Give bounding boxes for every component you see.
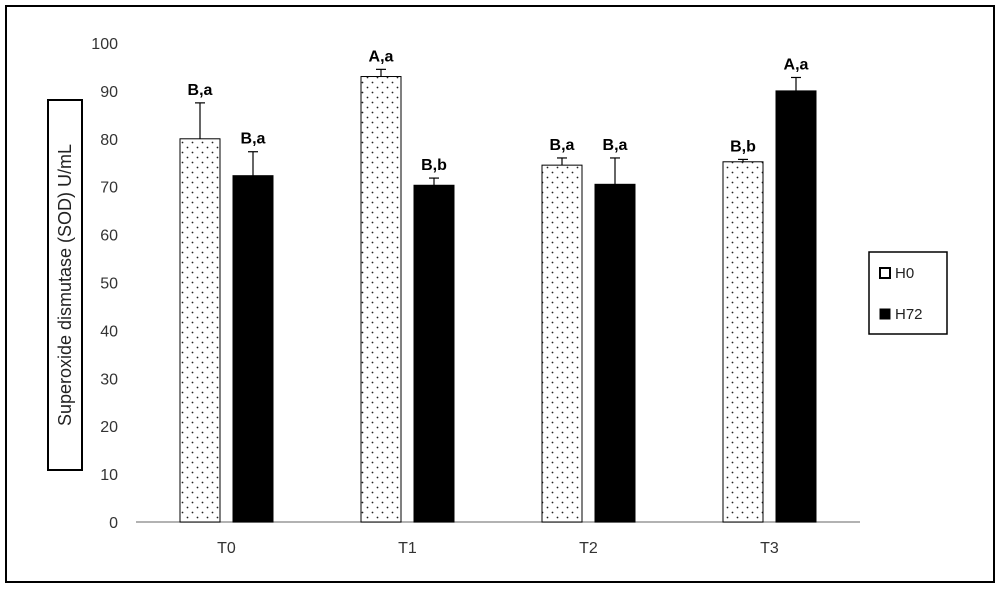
y-tick-label: 100 xyxy=(91,36,118,53)
y-tick-label: 10 xyxy=(100,467,118,484)
bar-h72-t3 xyxy=(775,90,817,523)
data-label: A,a xyxy=(784,56,809,73)
x-tick-label: T2 xyxy=(579,540,598,557)
data-label: B,a xyxy=(241,131,266,148)
bar-h72-t0 xyxy=(232,175,274,523)
chart-frame xyxy=(5,5,995,583)
data-label: A,a xyxy=(369,48,394,65)
legend-label-h0: H0 xyxy=(895,265,914,282)
data-label: B,a xyxy=(188,82,213,99)
y-tick-label: 0 xyxy=(109,515,118,532)
bar-h0-t1 xyxy=(360,76,402,523)
y-tick-label: 40 xyxy=(100,323,118,340)
bar-h72-t1 xyxy=(413,184,455,523)
y-tick-label: 50 xyxy=(100,276,118,293)
data-label: B,b xyxy=(421,157,447,174)
y-axis-label-box xyxy=(47,99,83,471)
y-tick-label: 80 xyxy=(100,132,118,149)
y-tick-label: 30 xyxy=(100,371,118,388)
y-tick-label: 20 xyxy=(100,419,118,436)
bar-h0-t3 xyxy=(722,161,764,523)
legend-swatch-h72 xyxy=(879,308,891,320)
bar-h72-t2 xyxy=(594,183,636,523)
data-label: B,a xyxy=(550,137,575,154)
y-axis-label: Superoxide dismutase (SOD) U/mL xyxy=(55,144,75,426)
x-tick-label: T0 xyxy=(217,540,236,557)
y-tick-label: 70 xyxy=(100,180,118,197)
x-axis-labels: T0 T1 T2 T3 xyxy=(217,540,779,557)
x-tick-label: T1 xyxy=(398,540,417,557)
y-axis-ticks: 0 10 20 30 40 50 60 70 80 90 100 xyxy=(91,36,118,532)
legend-label-h72: H72 xyxy=(895,306,923,323)
y-tick-label: 90 xyxy=(100,84,118,101)
bar-h0-t0 xyxy=(179,138,221,523)
y-tick-label: 60 xyxy=(100,228,118,245)
x-tick-label: T3 xyxy=(760,540,779,557)
bar-h0-t2 xyxy=(541,164,583,523)
data-label: B,a xyxy=(603,137,628,154)
legend: H0 H72 xyxy=(868,251,948,335)
bars-group: B,a B,a A,a B,b B,a B,a B,b A,a xyxy=(179,48,817,523)
data-label: B,b xyxy=(730,138,756,155)
y-axis-label-group: Superoxide dismutase (SOD) U/mL xyxy=(47,99,83,471)
legend-swatch-h0 xyxy=(879,267,891,279)
legend-box xyxy=(868,251,948,335)
